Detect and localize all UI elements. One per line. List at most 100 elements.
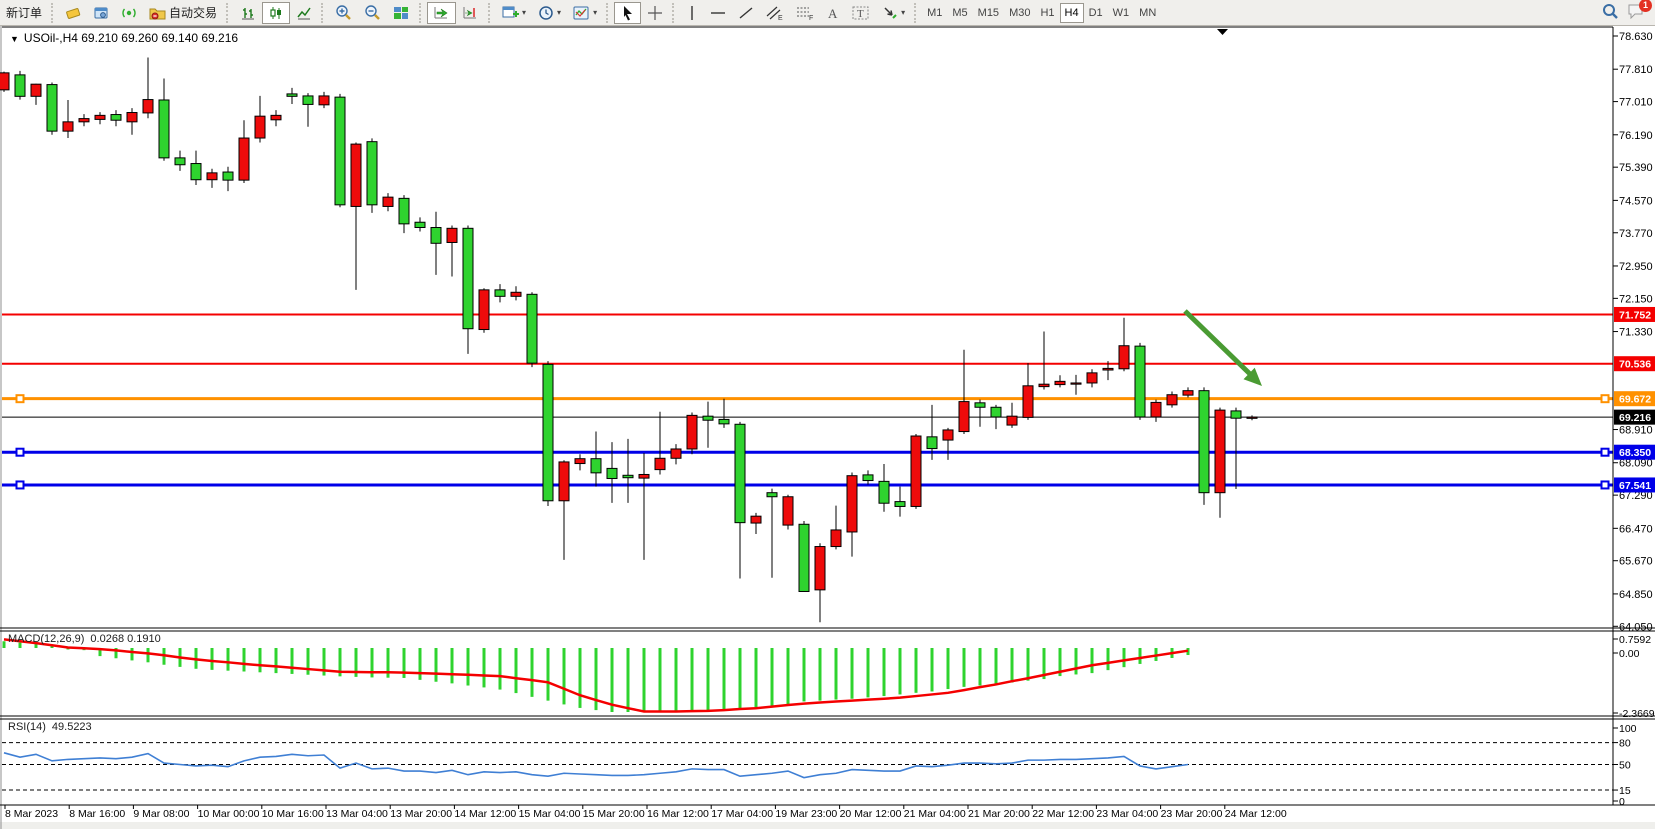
shapes-button[interactable]: ▾ xyxy=(876,2,911,24)
new-chart-button[interactable]: ▾ xyxy=(496,2,532,24)
svg-text:19 Mar 23:00: 19 Mar 23:00 xyxy=(775,808,837,820)
macd-indicator-label: MACD(12,26,9) 0.0268 0.1910 xyxy=(8,633,167,645)
svg-text:0.7592: 0.7592 xyxy=(1619,634,1651,646)
terminal-button[interactable] xyxy=(87,2,115,24)
svg-text:50: 50 xyxy=(1619,760,1631,772)
tab-timeframe-mn[interactable]: MN xyxy=(1134,3,1161,23)
svg-text:A: A xyxy=(828,6,838,21)
text-button[interactable]: A xyxy=(820,2,846,24)
auto-scroll-button[interactable] xyxy=(427,1,457,24)
svg-text:F: F xyxy=(809,15,813,21)
svg-text:67.541: 67.541 xyxy=(1619,480,1651,492)
toolbar-grip xyxy=(226,2,231,23)
bar-chart-button[interactable] xyxy=(234,2,262,24)
auto-trading-button[interactable]: 自动交易 xyxy=(143,2,223,24)
tab-timeframe-m1[interactable]: M1 xyxy=(922,3,947,23)
svg-text:67.290: 67.290 xyxy=(1619,490,1653,502)
zoom-in-icon xyxy=(335,4,352,21)
svg-text:64.850: 64.850 xyxy=(1619,589,1653,601)
tab-timeframe-m15[interactable]: M15 xyxy=(973,3,1004,23)
ticket-button[interactable] xyxy=(59,2,87,24)
fibonacci-button[interactable]: F xyxy=(790,2,820,24)
equidistant-channel-button[interactable]: E xyxy=(760,2,790,24)
signal-button[interactable] xyxy=(115,2,143,24)
signal-icon xyxy=(121,5,137,21)
trendline-button[interactable] xyxy=(732,2,760,24)
svg-text:16 Mar 12:00: 16 Mar 12:00 xyxy=(647,808,709,820)
horizontal-line-icon xyxy=(710,5,726,21)
tab-timeframe-m30[interactable]: M30 xyxy=(1004,3,1035,23)
svg-text:68.910: 68.910 xyxy=(1619,425,1653,437)
trendline-icon xyxy=(738,5,754,21)
chart-shift-button[interactable] xyxy=(456,2,485,24)
svg-text:23 Mar 20:00: 23 Mar 20:00 xyxy=(1161,808,1223,820)
svg-text:70.536: 70.536 xyxy=(1619,359,1651,371)
crosshair-icon xyxy=(647,5,663,21)
svg-text:68.090: 68.090 xyxy=(1619,458,1653,470)
zoom-in-button[interactable] xyxy=(329,2,358,24)
chevron-down-icon: ▾ xyxy=(901,8,906,17)
candlestick-chart-icon xyxy=(268,5,284,21)
chart-shift-icon xyxy=(462,5,479,21)
text-label-button[interactable]: T xyxy=(846,2,876,24)
period-button[interactable]: ▾ xyxy=(532,2,567,24)
tab-timeframe-d1[interactable]: D1 xyxy=(1084,3,1108,23)
svg-text:72.150: 72.150 xyxy=(1619,293,1653,305)
svg-text:15: 15 xyxy=(1619,785,1631,797)
svg-text:0.00: 0.00 xyxy=(1619,648,1640,660)
svg-text:8 Mar 2023: 8 Mar 2023 xyxy=(5,808,58,820)
svg-text:64.050: 64.050 xyxy=(1619,621,1653,633)
chat-badge: 1 xyxy=(1639,0,1652,12)
tab-timeframe-w1[interactable]: W1 xyxy=(1108,3,1135,23)
toolbar-grip xyxy=(321,2,326,23)
svg-text:10 Mar 00:00: 10 Mar 00:00 xyxy=(198,808,260,820)
rsi-value: 49.5223 xyxy=(51,721,92,733)
svg-text:77.010: 77.010 xyxy=(1619,97,1653,109)
crosshair-button[interactable] xyxy=(641,2,669,24)
auto-trading-folder-icon xyxy=(149,5,166,21)
symbol-ohlc-text: USOil-,H4 69.210 69.260 69.140 69.216 xyxy=(23,31,239,45)
chat-button[interactable]: 1 xyxy=(1627,0,1652,22)
zoom-out-button[interactable] xyxy=(358,2,387,24)
svg-text:23 Mar 04:00: 23 Mar 04:00 xyxy=(1096,808,1158,820)
tab-timeframe-m5[interactable]: M5 xyxy=(947,3,972,23)
svg-text:68.350: 68.350 xyxy=(1619,447,1651,459)
chevron-down-icon: ▾ xyxy=(522,8,527,17)
svg-text:T: T xyxy=(857,8,864,20)
toolbar-grip xyxy=(419,2,424,23)
tab-timeframe-h4[interactable]: H4 xyxy=(1059,2,1084,23)
svg-text:10 Mar 16:00: 10 Mar 16:00 xyxy=(262,808,324,820)
svg-text:72.950: 72.950 xyxy=(1619,261,1653,273)
period-clock-icon xyxy=(538,5,554,21)
macd-name: MACD(12,26,9) xyxy=(8,633,85,645)
tab-timeframe-h1[interactable]: H1 xyxy=(1035,3,1059,23)
vertical-line-button[interactable] xyxy=(680,2,704,24)
cursor-button[interactable] xyxy=(614,1,642,24)
line-chart-button[interactable] xyxy=(290,2,318,24)
fibonacci-icon: F xyxy=(796,5,814,21)
text-label-icon: T xyxy=(852,5,870,21)
chart-title[interactable]: ▼ USOil-,H4 69.210 69.260 69.140 69.216 xyxy=(10,31,238,45)
candlestick-chart-button[interactable] xyxy=(262,1,291,24)
templates-button[interactable]: ▾ xyxy=(567,2,603,24)
svg-text:69.216: 69.216 xyxy=(1619,412,1651,424)
auto-scroll-icon xyxy=(433,5,450,21)
svg-text:75.390: 75.390 xyxy=(1619,162,1653,174)
search-icon[interactable] xyxy=(1601,2,1619,23)
tile-windows-button[interactable] xyxy=(387,2,416,24)
new-order-button[interactable]: 新订单 xyxy=(0,2,48,24)
chevron-down-icon: ▾ xyxy=(593,8,598,17)
equidistant-channel-icon: E xyxy=(766,5,784,21)
svg-text:17 Mar 04:00: 17 Mar 04:00 xyxy=(711,808,773,820)
svg-text:100: 100 xyxy=(1619,723,1637,735)
horizontal-line-button[interactable] xyxy=(704,2,732,24)
chevron-down-icon: ▾ xyxy=(557,8,562,17)
svg-text:74.570: 74.570 xyxy=(1619,195,1653,207)
new-chart-icon xyxy=(502,5,520,21)
svg-text:8 Mar 16:00: 8 Mar 16:00 xyxy=(69,808,125,820)
svg-text:71.752: 71.752 xyxy=(1619,309,1651,321)
toolbar-grip xyxy=(488,2,493,23)
svg-text:77.810: 77.810 xyxy=(1619,64,1653,76)
zoom-out-icon xyxy=(364,4,381,21)
